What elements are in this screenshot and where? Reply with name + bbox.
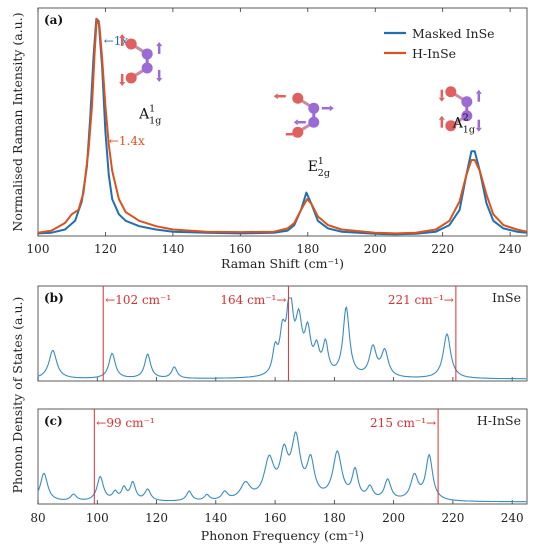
- arrow-head: [329, 105, 334, 112]
- panel-a-x-tick-label: 100: [27, 242, 50, 256]
- mode-label-sup: 2: [463, 112, 469, 123]
- mode-label-1: E 12g: [308, 156, 330, 179]
- shared-labels: Phonon Frequency (cm⁻¹) Phonon Density of…: [10, 297, 364, 543]
- arrow-head: [293, 119, 298, 126]
- panel-a-tag: (a): [44, 13, 63, 27]
- x-tick-label: 240: [501, 511, 524, 525]
- panel-a-frame: [37, 7, 528, 237]
- se-atom: [125, 38, 137, 50]
- panel-a-x-axis-label: Raman Shift (cm⁻¹): [221, 256, 344, 271]
- panel-c-phonon-dos-h-inse: 80 100 120 140 160 180 200 220 240 ←99 cm⁻¹ 215 cm…: [30, 408, 528, 525]
- mode-label-sub: 1g: [463, 124, 475, 135]
- se-atom: [445, 120, 457, 132]
- panel-a-legend: Masked InSe H-InSe: [384, 26, 495, 61]
- marker-label-0: ←99 cm⁻¹: [96, 416, 154, 430]
- in-atom: [308, 102, 320, 114]
- panel-a-annotation-1: ←1.4x: [109, 134, 145, 148]
- panel-a-x-tick-label: 160: [229, 242, 252, 256]
- arrow-head: [293, 131, 298, 138]
- panel-frame: [37, 285, 528, 382]
- panel-a-x-tick-label: 200: [364, 242, 387, 256]
- se-atom: [292, 92, 304, 104]
- mode-label-main: E: [308, 159, 318, 175]
- arrow-head: [119, 81, 126, 86]
- arrow-head: [438, 115, 445, 120]
- mode-label-0: A 11g: [138, 104, 161, 127]
- x-tick-label: 200: [382, 511, 405, 525]
- mode-label-sub: 1g: [149, 116, 161, 127]
- in-atom: [461, 96, 473, 108]
- panel-tag: (b): [44, 291, 64, 305]
- in-atom: [461, 110, 473, 122]
- arrow-head: [475, 89, 482, 94]
- x-tick-label: 180: [323, 511, 346, 525]
- panel-a-x-tick-label: 240: [499, 242, 522, 256]
- dos-y-axis-label: Phonon Density of States (a.u.): [10, 297, 25, 494]
- marker-label-2: 221 cm⁻¹→: [388, 293, 454, 307]
- vibration-mode-diagram-0: [119, 33, 163, 86]
- mode-label-main: A: [452, 115, 464, 131]
- panel-frame: [37, 408, 528, 505]
- vibration-mode-diagram-1: [273, 92, 334, 138]
- in-atom: [141, 62, 153, 74]
- arrow-head: [156, 41, 163, 46]
- mode-label-main: A: [138, 107, 150, 123]
- se-atom: [445, 86, 457, 98]
- mode-label-2: A 21g: [452, 112, 475, 135]
- x-tick-label: 100: [86, 511, 109, 525]
- x-tick-label: 80: [30, 511, 45, 525]
- x-tick-label: 220: [441, 511, 464, 525]
- marker-label-1: 164 cm⁻¹→: [220, 293, 286, 307]
- in-atom: [141, 48, 153, 60]
- legend-label-0: Masked InSe: [412, 26, 495, 41]
- vibration-mode-diagram-2: [438, 86, 482, 132]
- material-label: H-InSe: [477, 413, 521, 428]
- panel-a-x-tick-label: 220: [431, 242, 454, 256]
- panel-c-x-axis-label: Phonon Frequency (cm⁻¹): [201, 528, 364, 543]
- arrow-head: [438, 97, 445, 102]
- panel-tag: (c): [44, 414, 63, 428]
- dos-curve: [37, 297, 527, 380]
- panel-a-x-tick-label: 180: [296, 242, 319, 256]
- se-atom: [125, 72, 137, 84]
- arrow-head: [475, 127, 482, 132]
- legend-label-1: H-InSe: [412, 46, 456, 61]
- arrow-head: [156, 77, 163, 82]
- x-tick-label: 140: [204, 511, 227, 525]
- panel-a-y-axis-label: Normalised Raman Intensity (a.u.): [10, 12, 25, 231]
- panel-b-phonon-dos-inse: ←102 cm⁻¹ 164 cm⁻¹→ 221 cm⁻¹→ (b) InSe: [37, 285, 528, 382]
- arrow-head: [273, 93, 278, 100]
- marker-label-0: ←102 cm⁻¹: [105, 293, 171, 307]
- mode-label-sup: 1: [318, 156, 324, 167]
- mode-label-sub: 2g: [318, 168, 330, 179]
- panel-a-raman-spectrum: 100 120 140 160 180 200 220 240 Raman Shift (cm⁻…: [10, 7, 528, 271]
- dos-curve: [37, 431, 527, 503]
- panel-a-annotation-0: ←1x: [104, 34, 129, 48]
- marker-label-1: 215 cm⁻¹→: [370, 416, 436, 430]
- arrow-head: [119, 33, 126, 38]
- panel-a-series-line-1: [37, 17, 528, 235]
- x-tick-label: 120: [145, 511, 168, 525]
- material-label: InSe: [492, 290, 521, 305]
- panel-a-x-tick-label: 120: [94, 242, 117, 256]
- in-atom: [308, 116, 320, 128]
- mode-label-sup: 1: [149, 104, 155, 115]
- x-tick-label: 160: [264, 511, 287, 525]
- panel-a-x-tick-label: 140: [161, 242, 184, 256]
